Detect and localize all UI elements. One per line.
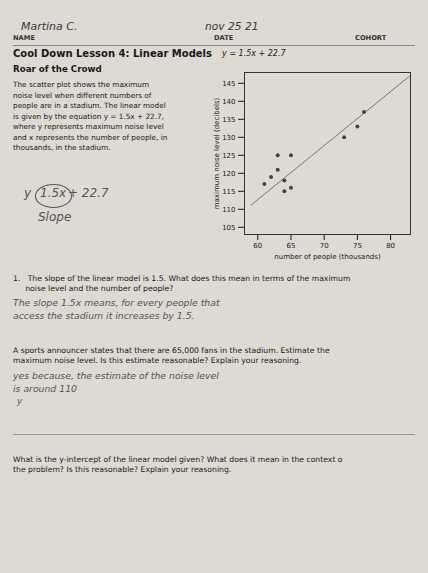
svg-text:120: 120 [222, 170, 235, 178]
svg-text:60: 60 [253, 242, 262, 250]
html-text:The slope 1.5x means, for ever: The slope 1.5x means, for every people t… [13, 297, 220, 308]
svg-text:105: 105 [222, 224, 235, 232]
html-text:y: y [24, 186, 32, 200]
svg-text:80: 80 [386, 242, 395, 250]
svg-text:70: 70 [320, 242, 329, 250]
html-text:Slope: Slope [38, 210, 72, 224]
html-text:yes because, the estimate of t: yes because, the estimate of the noise l… [13, 370, 219, 381]
html-text:A sports announcer states that: A sports announcer states that there are… [13, 346, 330, 366]
html-text:Cool Down Lesson 4: Linear Mod: Cool Down Lesson 4: Linear Models [13, 48, 212, 59]
html-text:y = 1.5x + 22.7: y = 1.5x + 22.7 [222, 49, 286, 58]
svg-text:115: 115 [222, 188, 235, 196]
svg-text:maximum noise level (decibels): maximum noise level (decibels) [213, 97, 221, 209]
html-text:Martina C.: Martina C. [21, 20, 78, 33]
html-text:1. The slope of the linear mod: 1. The slope of the linear model is 1.5.… [13, 274, 351, 294]
svg-text:110: 110 [222, 206, 235, 214]
svg-text:125: 125 [222, 152, 235, 160]
html-text:Roar of the Crowd: Roar of the Crowd [13, 64, 102, 74]
html-text:DATE: DATE [214, 34, 234, 42]
svg-text:65: 65 [287, 242, 296, 250]
svg-text:140: 140 [222, 98, 235, 106]
html-text:1.5x + 22.7: 1.5x + 22.7 [40, 186, 109, 200]
html-text:NAME: NAME [13, 34, 35, 42]
html-text:nov 25 21: nov 25 21 [205, 20, 259, 33]
svg-text:145: 145 [222, 80, 235, 88]
html-text:access the stadium it increase: access the stadium it increases by 1.5. [13, 310, 195, 321]
html-text:The scatter plot shows the max: The scatter plot shows the maximum noise… [13, 80, 168, 153]
html-text:y: y [17, 396, 23, 406]
svg-text:135: 135 [222, 116, 235, 124]
svg-text:75: 75 [353, 242, 362, 250]
html-text:is around 110: is around 110 [13, 383, 77, 394]
svg-text:130: 130 [222, 134, 235, 142]
html-text:COHORT: COHORT [355, 34, 387, 42]
svg-text:number of people (thousands): number of people (thousands) [274, 253, 381, 261]
html-text:What is the y-intercept of the: What is the y-intercept of the linear mo… [13, 455, 343, 475]
